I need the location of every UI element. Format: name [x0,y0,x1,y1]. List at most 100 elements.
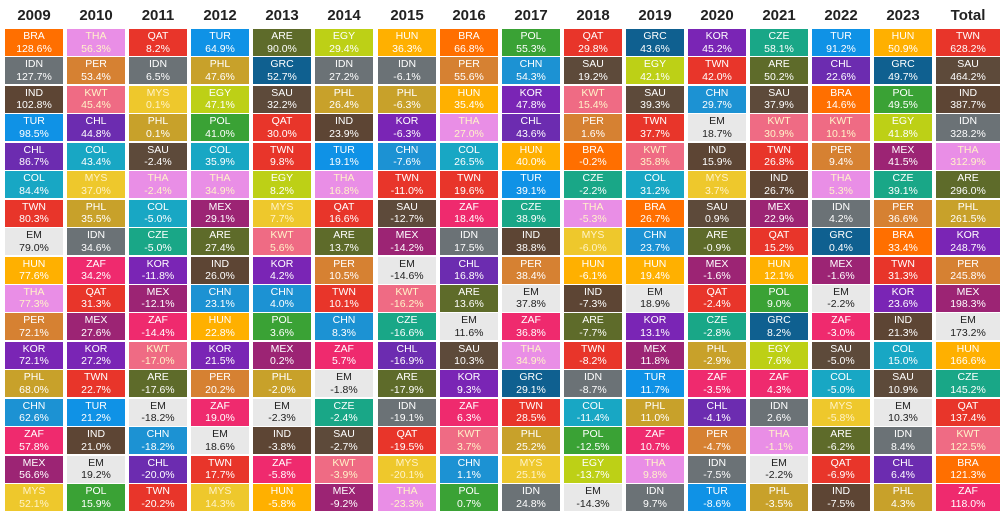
cell-2022-17: IND -7.5% [812,484,870,511]
cell-2010-16: EM 19.2% [67,455,125,483]
country-code: EM [960,314,976,327]
cell-2020-9: MEX -1.6% [688,256,746,284]
country-code: GRC [767,314,791,327]
return-value: 19.1% [329,156,359,169]
country-code: HUN [891,30,915,42]
cell-2023-1: HUN 50.9% [874,29,932,56]
country-code: COL [582,399,604,412]
return-value: 28.5% [516,412,546,425]
cell-2015-7: SAU -12.7% [378,199,436,227]
return-value: 11.8% [640,355,670,368]
country-code: HUN [395,30,419,42]
country-code: IDN [397,58,417,71]
country-code: ARE [706,229,728,242]
country-code: COL [23,172,45,185]
country-code: HUN [22,257,46,270]
country-code: PHL [957,200,979,213]
country-code: SAU [830,342,852,355]
country-code: COL [458,143,480,156]
cell-2022-11: ZAF -3.0% [812,313,870,341]
return-value: 248.7% [950,241,986,254]
return-value: 26.5% [454,156,484,169]
country-code: KWT [956,428,980,441]
country-code: MEX [208,200,232,213]
return-value: 57.8% [19,440,49,453]
cell-2022-2: CHL 22.6% [812,57,870,85]
country-code: MYS [146,86,170,99]
return-value: 9.4% [829,156,853,169]
country-code: SAU [271,86,293,99]
return-value: 13.1% [640,326,670,339]
country-code: KOR [705,30,729,42]
year-header-2018: 2018 [576,7,610,24]
cell-total-2: SAU 464.2% [936,57,1000,85]
country-code: QAT [582,30,604,42]
cell-2010-1: THA 56.3% [67,29,125,56]
return-value: 21.5% [205,355,235,368]
country-code: PER [85,58,107,71]
cell-2023-5: MEX 41.5% [874,142,932,170]
cell-2009-4: TUR 98.5% [5,114,63,142]
country-code: SAU [582,58,604,71]
cell-2012-5: COL 35.9% [191,142,249,170]
return-value: 10.9% [888,383,918,396]
cell-2021-7: MEX 22.9% [750,199,808,227]
return-value: -14.6% [390,270,424,283]
country-code: TWN [519,399,543,412]
return-value: -7.5% [827,497,855,510]
country-code: TWN [332,285,356,298]
country-code: MEX [84,314,108,327]
country-code: ZAF [831,314,851,327]
cell-2019-10: EM 18.9% [626,284,684,312]
cell-2014-13: EM -1.8% [315,370,373,398]
return-value: -2.4% [703,298,731,311]
return-value: 62.6% [19,412,49,425]
country-code: ARE [333,229,355,242]
country-code: EGY [767,342,791,355]
return-value: 19.0% [205,412,235,425]
cell-2011-3: MYS 0.1% [129,85,187,113]
cell-2012-15: EM 18.6% [191,427,249,455]
country-code: KWT [829,115,853,128]
cell-total-4: IDN 328.2% [936,114,1000,142]
return-value: 3.7% [457,440,481,453]
country-code: IDN [645,485,665,498]
cell-2016-12: SAU 10.3% [440,341,498,369]
return-value: 166.6% [950,355,986,368]
cell-2009-6: COL 84.4% [5,171,63,199]
return-value: 387.7% [950,99,986,112]
cell-2014-7: QAT 16.6% [315,199,373,227]
cell-2019-7: BRA 26.7% [626,199,684,227]
country-code: POL [582,428,604,441]
return-value: 5.7% [332,355,356,368]
cell-2013-13: PHL -2.0% [253,370,311,398]
country-code: TWN [956,30,980,42]
country-code: KOR [22,342,46,355]
cell-2013-10: CHN 4.0% [253,284,311,312]
return-value: -1.1% [765,440,793,453]
cell-2021-6: IND 26.7% [750,171,808,199]
country-code: IND [583,285,603,298]
cell-2014-8: ARE 13.7% [315,228,373,256]
country-code: COL [209,143,231,156]
return-value: -20.1% [390,469,424,482]
country-code: MEX [643,342,667,355]
return-value: 9.0% [767,298,791,311]
return-value: -18.2% [141,440,175,453]
country-code: MYS [22,485,46,498]
return-value: 47.8% [516,99,546,112]
country-code: CZE [520,200,542,213]
country-code: KOR [643,314,667,327]
return-value: 40.0% [516,156,546,169]
return-value: 56.6% [19,469,49,482]
return-value: -12.7% [390,213,424,226]
country-code: ARE [830,428,852,441]
cell-2020-15: PER -4.7% [688,427,746,455]
return-value: -19.5% [390,440,424,453]
country-code: MYS [705,172,729,185]
return-value: 31.3% [888,270,918,283]
country-code: SAU [458,342,480,355]
return-value: 4.0% [270,298,294,311]
country-code: KOR [891,285,915,298]
country-code: MYS [84,172,108,185]
